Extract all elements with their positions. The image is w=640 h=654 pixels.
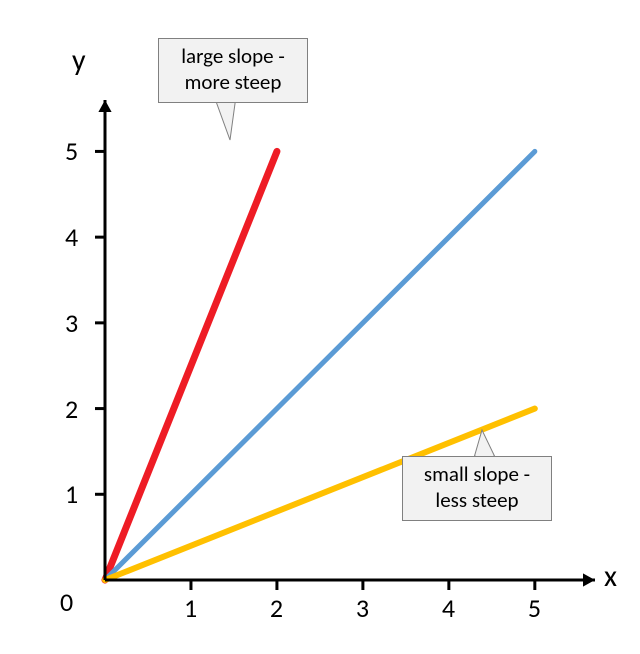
callout-small-line2: less steep (413, 487, 541, 513)
y-tick-label: 1 (65, 478, 78, 510)
x-tick-label: 5 (528, 592, 541, 624)
callout-large-line1: large slope - (169, 43, 297, 69)
y-axis-label: y (72, 42, 86, 79)
x-tick-label: 1 (184, 592, 197, 624)
callout-large-slope: large slope - more steep (158, 38, 308, 103)
x-tick-label: 2 (270, 592, 283, 624)
x-tick-label: 3 (356, 592, 369, 624)
callout-small-line1: small slope - (413, 461, 541, 487)
callout-small-slope: small slope - less steep (402, 456, 552, 521)
x-tick-label: 4 (442, 592, 455, 624)
y-tick-label: 2 (65, 393, 78, 425)
y-tick-label: 4 (65, 221, 78, 253)
y-tick-label: 3 (65, 307, 78, 339)
chart-svg (0, 0, 640, 654)
callout-large-line2: more steep (169, 69, 297, 95)
x-axis-label: x (604, 558, 617, 595)
origin-label: 0 (60, 586, 73, 618)
y-tick-label: 5 (65, 135, 78, 167)
chart-container: y x 0 large slope - more steep small slo… (0, 0, 640, 654)
